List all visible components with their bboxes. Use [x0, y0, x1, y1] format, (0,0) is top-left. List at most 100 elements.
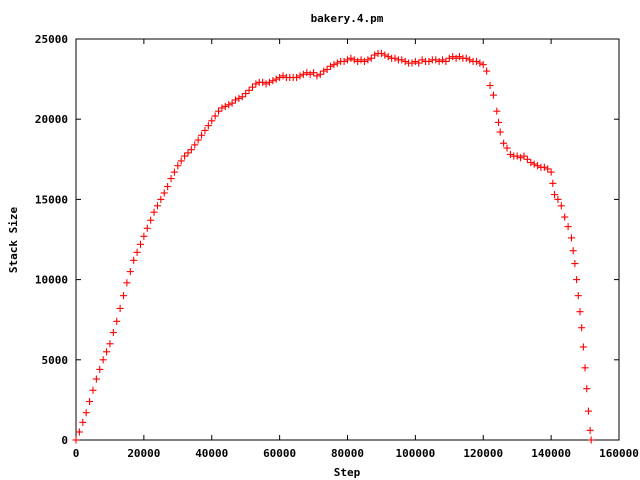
data-point: [106, 340, 114, 348]
data-point: [554, 195, 562, 203]
data-point: [126, 268, 134, 276]
data-point: [147, 216, 155, 224]
data-point: [82, 409, 90, 417]
y-tick-label: 5000: [42, 354, 69, 367]
data-point: [569, 247, 577, 255]
data-point: [86, 397, 94, 406]
data-point: [89, 386, 97, 394]
data-point: [150, 208, 158, 216]
x-tick-label: 20000: [127, 447, 160, 460]
data-point: [583, 385, 591, 393]
data-point: [204, 122, 212, 130]
x-tick-label: 140000: [531, 447, 571, 460]
data-point: [198, 131, 206, 139]
axis-ticks: 0 20000 40000 60000 80000 100000 120000 140000 1…: [35, 33, 639, 460]
data-point: [130, 256, 138, 264]
data-point: [238, 93, 246, 101]
data-point: [496, 128, 504, 136]
data-point: [578, 324, 586, 332]
x-axis-label: Step: [334, 466, 361, 479]
data-point: [143, 224, 151, 232]
data-point: [550, 191, 559, 199]
data-point: [310, 69, 318, 77]
y-tick-label: 10000: [35, 274, 68, 287]
x-tick-label: 60000: [263, 447, 296, 460]
data-markers: [72, 49, 595, 444]
y-tick-label: 20000: [35, 113, 68, 126]
data-point: [75, 428, 83, 436]
data-point: [116, 304, 124, 313]
data-point: [191, 141, 199, 149]
data-point: [316, 70, 324, 78]
y-tick-label: 15000: [35, 193, 68, 206]
data-point: [228, 99, 236, 107]
data-point: [248, 83, 257, 91]
data-point: [109, 328, 117, 337]
data-point: [177, 157, 185, 165]
data-point: [211, 112, 219, 120]
data-point: [579, 343, 587, 351]
data-point: [442, 57, 450, 66]
x-tick-label: 40000: [195, 447, 228, 460]
data-point: [119, 292, 128, 300]
data-point: [520, 152, 528, 160]
data-point: [573, 276, 581, 284]
data-point: [167, 174, 175, 183]
data-point: [547, 168, 555, 176]
data-point: [123, 279, 131, 287]
data-point: [170, 168, 178, 176]
data-point: [242, 89, 250, 98]
plot-frame: [75, 38, 620, 441]
data-point: [133, 248, 141, 256]
data-point: [557, 202, 565, 210]
data-point: [136, 240, 145, 248]
data-point: [214, 107, 223, 115]
y-axis-label: Stack Size: [7, 207, 20, 274]
data-point: [581, 364, 589, 372]
data-point: [174, 162, 182, 170]
data-point: [571, 260, 579, 268]
data-point: [245, 86, 253, 94]
data-point: [181, 152, 189, 160]
y-tick-label: 25000: [35, 33, 68, 46]
data-point: [576, 308, 584, 316]
data-point: [99, 356, 107, 364]
data-point: [140, 232, 148, 240]
data-point: [587, 436, 595, 444]
data-point: [153, 202, 161, 210]
data-point: [544, 165, 552, 173]
data-point: [483, 67, 491, 75]
data-point: [367, 54, 375, 62]
data-point: [323, 65, 331, 74]
data-point: [208, 117, 216, 125]
data-point: [561, 213, 569, 221]
x-tick-label: 0: [73, 447, 80, 460]
y-tick-label: 0: [61, 434, 68, 447]
data-point: [92, 375, 100, 383]
data-point: [113, 317, 121, 325]
data-point: [479, 61, 487, 69]
data-point: [187, 146, 195, 154]
data-point: [486, 81, 494, 90]
x-tick-label: 120000: [463, 447, 503, 460]
data-point: [164, 183, 172, 191]
data-point: [201, 126, 209, 134]
data-point: [72, 436, 80, 444]
x-tick-label: 100000: [396, 447, 436, 460]
data-point: [549, 179, 557, 187]
x-tick-label: 80000: [331, 447, 364, 460]
data-point: [184, 149, 192, 157]
data-point: [194, 136, 202, 144]
data-point: [160, 189, 168, 197]
data-point: [567, 234, 576, 242]
data-point: [584, 407, 593, 415]
data-point: [79, 418, 87, 426]
x-tick-label: 160000: [599, 447, 639, 460]
data-point: [494, 118, 503, 126]
data-point: [586, 426, 594, 434]
data-point: [564, 223, 572, 231]
data-point: [157, 195, 165, 203]
data-point: [489, 91, 497, 99]
